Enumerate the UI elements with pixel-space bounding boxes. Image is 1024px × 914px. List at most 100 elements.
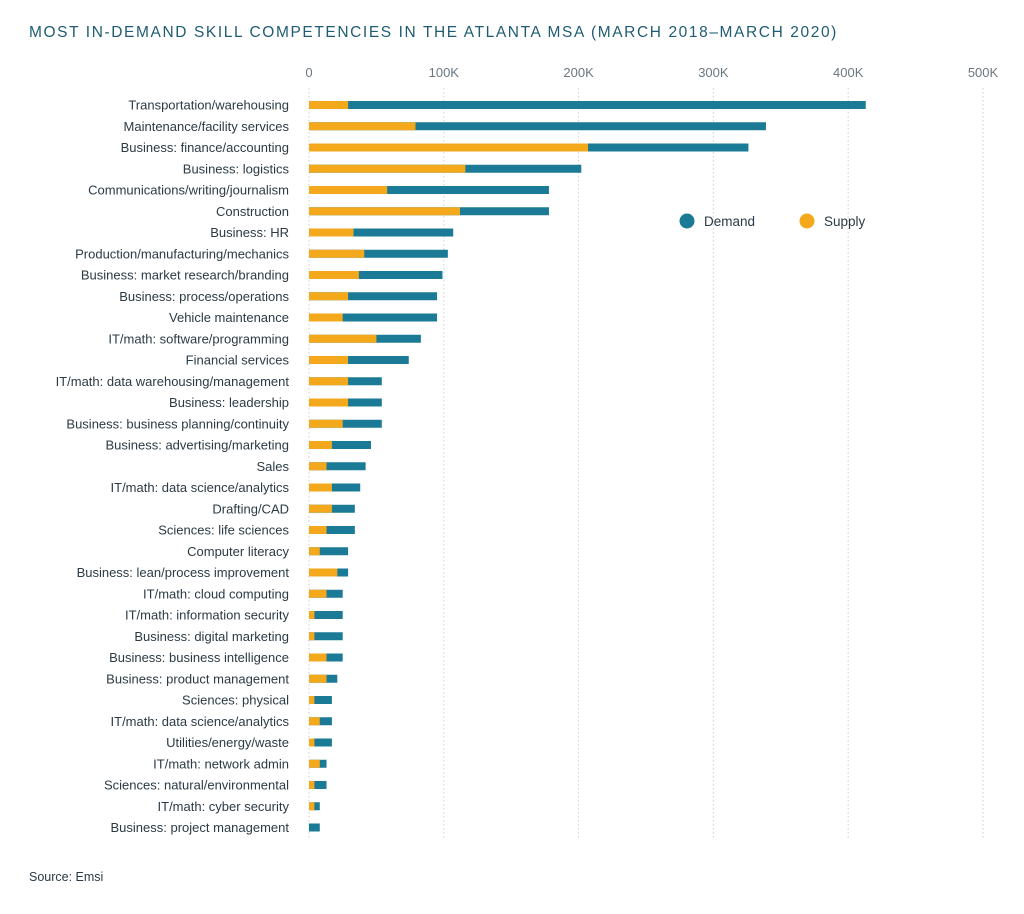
category-label: IT/math: data science/analytics <box>111 714 290 729</box>
category-label: Communications/writing/journalism <box>88 183 289 198</box>
supply-bar <box>309 122 416 131</box>
x-axis-ticks: 0 100K 200K 300K 400K 500K <box>305 65 998 80</box>
demand-bar <box>309 547 349 556</box>
supply-bar <box>309 738 315 747</box>
x-tick-label: 100K <box>429 65 460 80</box>
demand-bar <box>309 781 327 789</box>
category-label: Business: leadership <box>169 395 289 410</box>
supply-bar <box>309 249 365 258</box>
supply-bar <box>309 589 327 598</box>
category-label: IT/math: information security <box>125 608 289 623</box>
legend-label: Supply <box>824 214 866 229</box>
supply-bar <box>309 164 466 173</box>
demand-bar <box>309 249 448 258</box>
category-label: Vehicle maintenance <box>169 310 289 325</box>
supply-bar <box>309 377 349 386</box>
category-label: Transportation/warehousing <box>128 98 289 113</box>
demand-bar <box>309 313 438 322</box>
category-label: Business: project management <box>111 820 290 835</box>
category-label: Business: HR <box>210 225 289 240</box>
demand-bar <box>309 271 443 279</box>
supply-bar <box>309 526 327 534</box>
category-label: Business: product management <box>106 671 289 686</box>
supply-bar <box>309 441 332 449</box>
supply-bar <box>309 419 343 428</box>
category-label: Maintenance/facility services <box>124 119 290 134</box>
supply-bar <box>309 632 315 641</box>
category-label: Business: business planning/continuity <box>66 416 289 431</box>
supply-bar <box>309 207 460 216</box>
demand-bar <box>309 228 454 237</box>
category-label: Computer literacy <box>187 544 289 559</box>
supply-bar <box>309 356 349 364</box>
category-label: Business: market research/branding <box>81 268 289 283</box>
supply-bar <box>309 759 320 768</box>
supply-bar <box>309 292 349 301</box>
supply-bar <box>309 271 359 279</box>
category-label: Business: digital marketing <box>134 629 289 644</box>
demand-bar <box>309 696 332 704</box>
category-label: IT/math: data science/analytics <box>111 480 290 495</box>
category-label: IT/math: software/programming <box>108 331 289 346</box>
category-label: IT/math: cloud computing <box>143 586 289 601</box>
x-tick-label: 500K <box>968 65 999 80</box>
supply-bar <box>309 717 320 726</box>
category-label: Sciences: physical <box>182 693 289 708</box>
demand-bar <box>309 292 438 301</box>
category-labels: Transportation/warehousing Maintenance/fa… <box>56 98 290 836</box>
source-note: Source: Emsi <box>29 870 104 884</box>
demand-bar <box>309 526 355 534</box>
category-label: Business: advertising/marketing <box>105 438 289 453</box>
supply-bar <box>309 462 327 471</box>
x-tick-label: 0 <box>305 65 312 80</box>
category-label: Drafting/CAD <box>212 501 289 516</box>
chart-title: MOST IN-DEMAND SKILL COMPETENCIES IN THE… <box>29 24 838 41</box>
demand-bar <box>309 356 409 364</box>
category-label: Business: lean/process improvement <box>77 565 290 580</box>
supply-bar <box>309 611 315 619</box>
supply-bar <box>309 696 315 704</box>
category-label: IT/math: cyber security <box>158 799 290 814</box>
demand-bar <box>309 738 332 747</box>
category-label: Sciences: life sciences <box>158 523 289 538</box>
demand-bar <box>309 441 372 449</box>
supply-bar <box>309 674 327 683</box>
demand-bar <box>309 419 382 428</box>
supply-bar <box>309 802 315 811</box>
demand-bar <box>309 611 343 619</box>
x-tick-label: 200K <box>563 65 594 80</box>
category-label: Sales <box>256 459 289 474</box>
supply-bar <box>309 568 338 577</box>
demand-bar <box>309 122 766 131</box>
demand-bar <box>309 717 332 726</box>
legend-label: Demand <box>704 214 755 229</box>
category-label: Business: business intelligence <box>109 650 289 665</box>
category-label: IT/math: network admin <box>153 756 289 771</box>
category-label: Business: process/operations <box>119 289 289 304</box>
demand-bar <box>309 101 866 109</box>
legend-marker <box>799 213 815 229</box>
bars <box>309 101 866 832</box>
category-label: Sciences: natural/environmental <box>104 778 289 793</box>
category-label: Production/manufacturing/mechanics <box>75 246 289 261</box>
supply-bar <box>309 101 349 109</box>
supply-bar <box>309 313 343 322</box>
supply-bar <box>309 186 388 194</box>
supply-bar <box>309 143 589 152</box>
grid <box>308 88 984 840</box>
supply-bar <box>309 781 315 789</box>
demand-bar <box>309 632 343 641</box>
legend: Demand Supply <box>679 213 866 229</box>
category-label: Business: finance/accounting <box>121 140 289 155</box>
x-tick-label: 300K <box>698 65 729 80</box>
category-label: IT/math: data warehousing/management <box>56 374 290 389</box>
category-label: Business: logistics <box>183 161 290 176</box>
x-tick-label: 400K <box>833 65 864 80</box>
demand-bar <box>309 186 549 194</box>
category-label: Utilities/energy/waste <box>166 735 289 750</box>
supply-bar <box>309 334 377 343</box>
legend-marker <box>679 213 695 229</box>
supply-bar <box>309 398 349 407</box>
category-label: Financial services <box>186 353 290 368</box>
